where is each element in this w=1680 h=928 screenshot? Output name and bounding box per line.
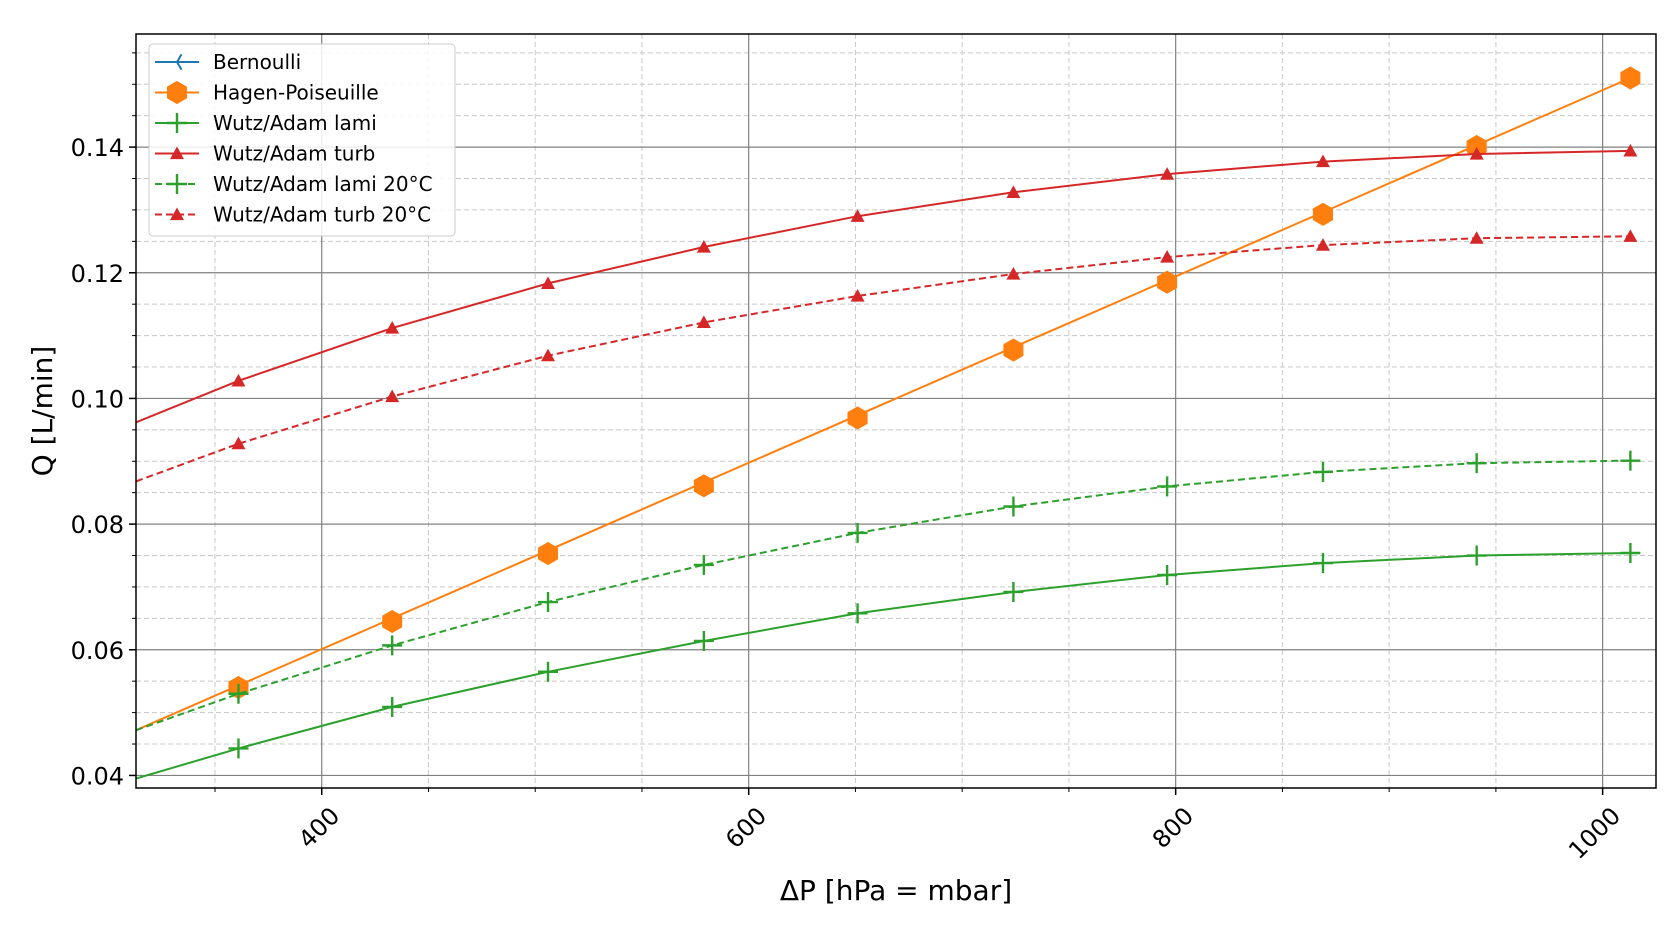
data-point-wutz-adam-lami-20-c (1620, 450, 1641, 471)
legend-label: Wutz/Adam turb (213, 142, 375, 166)
data-point-wutz-adam-turb (1623, 143, 1638, 157)
data-point-wutz-adam-turb-20-c (385, 389, 400, 403)
series-wutz-adam-turb (136, 143, 1638, 424)
data-point-hagen-poiseuille (382, 609, 403, 634)
legend-marker (167, 174, 187, 194)
data-point-hagen-poiseuille (847, 406, 868, 430)
data-point-wutz-adam-turb-20-c (231, 436, 246, 450)
data-point-wutz-adam-lami (1620, 543, 1641, 564)
data-point-hagen-poiseuille (1620, 66, 1641, 90)
series-wutz-adam-lami-20-c (136, 450, 1641, 732)
data-point-wutz-adam-lami-20-c (1466, 453, 1487, 474)
plot-area (136, 66, 1641, 780)
data-point-hagen-poiseuille (1003, 338, 1024, 362)
legend-label: Wutz/Adam lami (213, 111, 377, 135)
legend-marker (167, 113, 187, 133)
data-point-wutz-adam-lami (847, 603, 868, 624)
plot-frame (135, 33, 1657, 789)
marker-arm (176, 61, 183, 71)
data-point-wutz-adam-lami (693, 630, 714, 651)
data-point-wutz-adam-turb-20-c (1469, 231, 1484, 244)
legend-item-wutz-adam-turb: Wutz/Adam turb (155, 142, 375, 166)
series-wutz-adam-lami (136, 543, 1641, 780)
legend-marker (170, 207, 184, 221)
data-point-wutz-adam-lami (1466, 545, 1487, 566)
data-point-wutz-adam-lami (538, 661, 559, 682)
data-point-wutz-adam-lami (382, 696, 403, 717)
legend-label: Wutz/Adam lami 20°C (213, 172, 433, 196)
legend-label: Hagen-Poiseuille (213, 81, 379, 105)
legend-marker (170, 146, 184, 160)
data-point-wutz-adam-turb-20-c (1315, 238, 1330, 251)
data-point-wutz-adam-lami-20-c (538, 592, 559, 613)
data-point-wutz-adam-lami-20-c (1157, 476, 1178, 497)
data-point-wutz-adam-lami-20-c (1312, 461, 1333, 482)
data-point-wutz-adam-turb (1160, 167, 1175, 180)
marker-arm (176, 53, 183, 63)
data-point-wutz-adam-turb (385, 321, 400, 334)
y-axis-ticks: 0.04 0.06 0.08 0.10 0.12 0.14 (71, 52, 136, 790)
data-point-wutz-adam-turb-20-c (696, 315, 711, 329)
data-point-wutz-adam-turb (1469, 147, 1484, 160)
data-point-wutz-adam-lami-20-c (847, 522, 868, 543)
legend-item-hagen-poiseuille: Hagen-Poiseuille (155, 81, 379, 105)
series-line-wutz-adam-turb-20-c (136, 235, 1631, 483)
data-point-wutz-adam-lami-20-c (1003, 496, 1024, 517)
data-point-wutz-adam-lami (1003, 581, 1024, 602)
data-point-wutz-adam-lami-20-c (228, 683, 249, 704)
y-tick-label: 0.04 (71, 762, 124, 790)
legend-marker (168, 53, 183, 71)
data-point-wutz-adam-lami (1312, 553, 1333, 574)
data-point-wutz-adam-turb-20-c (1160, 250, 1175, 263)
data-point-wutz-adam-lami (1157, 564, 1178, 585)
data-point-wutz-adam-turb-20-c (541, 348, 556, 362)
data-point-wutz-adam-lami (228, 738, 249, 759)
legend-label: Wutz/Adam turb 20°C (213, 203, 431, 227)
data-point-hagen-poiseuille (1312, 202, 1333, 226)
data-point-wutz-adam-lami-20-c (693, 554, 714, 575)
data-point-hagen-poiseuille (1157, 270, 1178, 294)
minor-grid (136, 34, 1656, 788)
y-axis-label: Q [L/min] (26, 346, 59, 477)
data-point-wutz-adam-turb (1006, 185, 1021, 198)
legend: Bernoulli Hagen-Poiseuille Wutz/Adam lami W… (148, 43, 456, 237)
data-point-wutz-adam-turb (850, 209, 865, 222)
legend-label: Bernoulli (213, 50, 301, 74)
y-tick-label: 0.10 (71, 385, 124, 413)
legend-marker (167, 80, 187, 105)
legend-item-bernoulli: Bernoulli (155, 50, 301, 74)
y-tick-label: 0.08 (71, 511, 124, 539)
y-tick-label: 0.12 (71, 260, 124, 288)
data-point-wutz-adam-turb-20-c (1623, 229, 1638, 242)
y-tick-label: 0.14 (71, 134, 124, 162)
data-point-hagen-poiseuille (693, 474, 714, 498)
y-tick-label: 0.06 (71, 637, 124, 665)
series-hagen-poiseuille (136, 66, 1641, 732)
x-axis-label: ΔP [hPa = mbar] (780, 874, 1012, 907)
series-wutz-adam-turb-20-c (136, 229, 1638, 483)
data-point-hagen-poiseuille (538, 542, 558, 566)
legend-box (148, 43, 456, 237)
data-point-wutz-adam-turb (696, 240, 711, 253)
data-point-wutz-adam-turb-20-c (850, 289, 865, 302)
data-point-wutz-adam-turb-20-c (1006, 267, 1021, 280)
legend-item-wutz-adam-lami-20-c: Wutz/Adam lami 20°C (155, 172, 433, 196)
legend-item-wutz-adam-lami: Wutz/Adam lami (155, 111, 377, 135)
data-point-wutz-adam-turb (541, 276, 556, 290)
data-point-wutz-adam-turb (231, 373, 246, 387)
legend-item-wutz-adam-turb-20-c: Wutz/Adam turb 20°C (155, 203, 431, 227)
data-point-wutz-adam-turb (1315, 154, 1330, 168)
data-point-wutz-adam-lami-20-c (382, 635, 403, 656)
